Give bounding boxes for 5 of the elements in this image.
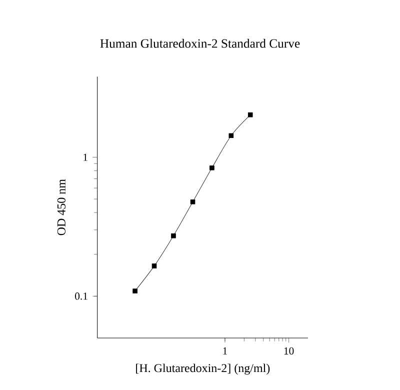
y-tick-label: 0.1 xyxy=(75,292,88,300)
y-axis-title: OD 450 nm xyxy=(57,179,66,236)
chart-title: Human Glutaredoxin-2 Standard Curve xyxy=(100,38,300,48)
x-tick-label: 10 xyxy=(284,347,294,355)
x-axis-title: [H. Glutaredoxin-2] (ng/ml) xyxy=(136,364,270,375)
